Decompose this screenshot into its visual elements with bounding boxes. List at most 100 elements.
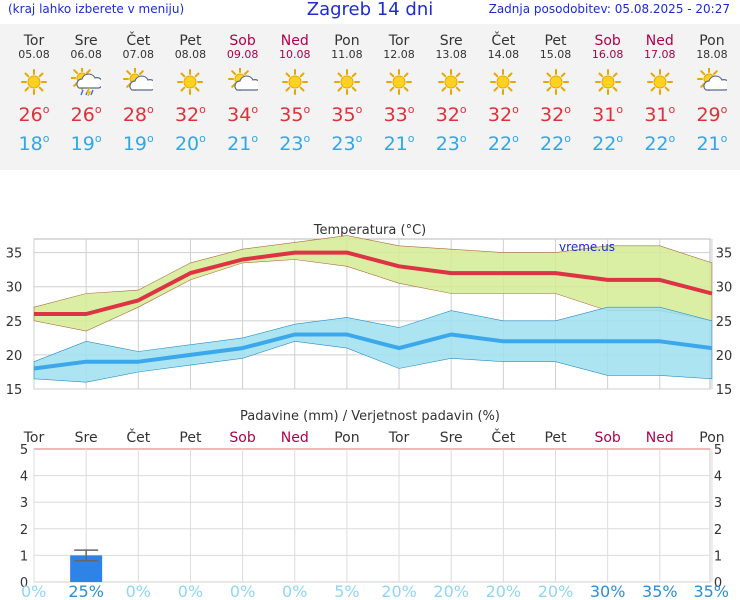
day-column: Ned 10.08 35o 23o	[268, 24, 322, 156]
day-name: Pet	[179, 33, 202, 49]
y-tick-label: 15	[6, 383, 23, 398]
min-temperature: 22o	[644, 132, 676, 155]
min-temperature: 19o	[122, 132, 154, 155]
precipitation-probability-label: 0%	[178, 582, 203, 600]
day-date: 15.08	[539, 48, 572, 61]
y-tick-label: 0	[714, 576, 722, 591]
header: (kraj lahko izberete v meniju) Zagreb 14…	[0, 0, 740, 22]
y-tick-label: 3	[714, 496, 722, 511]
precipitation-probability-label: 0%	[126, 582, 151, 600]
day-date: 06.08	[70, 48, 102, 61]
sun-cloud-rain-storm-icon	[59, 68, 113, 96]
sun-cloud-icon	[216, 68, 270, 96]
y-tick-label: 30	[716, 281, 733, 296]
last-updated: Zadnja posodobitev: 05.08.2025 - 20:27	[488, 2, 730, 16]
precipitation-day-label: Pet	[544, 430, 567, 446]
precipitation-probability-label: 0%	[230, 582, 255, 600]
min-temperature: 22o	[487, 132, 519, 155]
precipitation-chart-title: Padavine (mm) / Verjetnost padavin (%)	[240, 409, 500, 424]
page-title: Zagreb 14 dni	[306, 0, 434, 20]
max-temperature: 35o	[279, 103, 311, 126]
y-tick-label: 20	[6, 349, 23, 364]
precipitation-day-label: Sre	[75, 430, 98, 446]
max-temperature: 31o	[644, 103, 676, 126]
day-date: 10.08	[279, 48, 311, 61]
day-column: Sre 13.08 32o 23o	[424, 24, 478, 156]
sun-icon	[372, 68, 426, 96]
y-tick-label: 30	[6, 281, 23, 296]
day-name: Sob	[594, 33, 621, 49]
day-name: Pon	[699, 33, 725, 49]
day-name: Sre	[74, 33, 98, 49]
day-name: Pon	[334, 33, 360, 49]
day-column: Pet 15.08 32o 22o	[529, 24, 583, 156]
precipitation-day-label: Tor	[23, 430, 45, 446]
min-temperature: 21o	[696, 132, 728, 155]
min-temperature: 22o	[540, 132, 571, 155]
day-date: 18.08	[696, 48, 728, 61]
y-tick-label: 35	[716, 247, 733, 262]
precipitation-day-label: Pon	[699, 430, 724, 446]
day-name: Čet	[491, 33, 516, 49]
y-tick-label: 1	[714, 549, 722, 564]
day-date: 17.08	[644, 48, 676, 61]
day-date: 09.08	[226, 48, 259, 61]
day-name: Tor	[388, 33, 410, 49]
min-temperature: 21o	[383, 132, 415, 155]
precipitation-probability-label: 25%	[68, 582, 104, 600]
precipitation-probability-label: 0%	[21, 582, 46, 600]
precipitation-plot-area	[33, 448, 711, 583]
day-name: Tor	[23, 33, 45, 49]
precipitation-day-label: Sre	[440, 430, 463, 446]
y-tick-label: 25	[6, 315, 23, 330]
sun-icon	[476, 68, 530, 96]
precipitation-day-label: Ned	[281, 430, 309, 446]
sun-cloud-icon	[685, 68, 739, 96]
min-temperature: 23o	[279, 132, 311, 155]
y-tick-label: 5	[20, 443, 28, 458]
sun-cloud-icon	[111, 68, 165, 96]
max-temperature: 28o	[122, 103, 154, 126]
max-temperature: 34o	[227, 103, 259, 126]
sun-icon	[529, 68, 583, 96]
day-date: 12.08	[383, 48, 415, 61]
sun-icon	[581, 68, 635, 96]
day-column: Čet 07.08 28o 19o	[111, 24, 165, 156]
y-tick-label: 20	[716, 349, 733, 364]
max-temperature: 32o	[435, 103, 467, 126]
y-tick-label: 2	[20, 523, 28, 538]
precipitation-day-label: Čet	[491, 428, 515, 446]
day-column: Čet 14.08 32o 22o	[476, 24, 530, 156]
y-tick-label: 2	[714, 523, 722, 538]
day-name: Sob	[229, 33, 256, 49]
y-tick-label: 35	[6, 247, 23, 262]
max-temperature: 35o	[331, 103, 363, 126]
y-tick-label: 3	[20, 496, 28, 511]
day-date: 14.08	[487, 48, 520, 61]
precipitation-day-label: Čet	[126, 428, 150, 446]
sun-icon	[424, 68, 478, 96]
day-column: Pon 11.08 35o 23o	[320, 24, 374, 156]
max-temperature: 26o	[70, 103, 102, 126]
y-tick-label: 1	[20, 549, 28, 564]
daily-forecast-panel: Tor 05.08 26o 18o Sre 06.08 26o 19o Čet 07.08 28…	[0, 24, 740, 170]
precipitation-probability-label: 35%	[642, 582, 678, 600]
y-tick-label: 25	[716, 315, 733, 330]
day-date: 08.08	[174, 48, 207, 61]
day-column: Tor 12.08 33o 21o	[372, 24, 426, 156]
day-column: Tor 05.08 26o 18o	[7, 24, 61, 156]
precipitation-probability-label: 20%	[486, 582, 522, 600]
precipitation-probability-label: 20%	[538, 582, 574, 600]
location-menu-hint[interactable]: (kraj lahko izberete v meniju)	[8, 2, 185, 16]
sun-icon	[633, 68, 687, 96]
y-tick-label: 15	[716, 383, 733, 398]
precipitation-day-label: Sob	[594, 430, 620, 446]
precipitation-probability-label: 5%	[334, 582, 359, 600]
min-temperature: 18o	[18, 132, 50, 155]
min-temperature: 23o	[435, 132, 467, 155]
min-temperature: 23o	[331, 132, 363, 155]
day-name: Ned	[280, 33, 309, 49]
sun-icon	[163, 68, 217, 96]
max-temperature: 32o	[540, 103, 571, 126]
